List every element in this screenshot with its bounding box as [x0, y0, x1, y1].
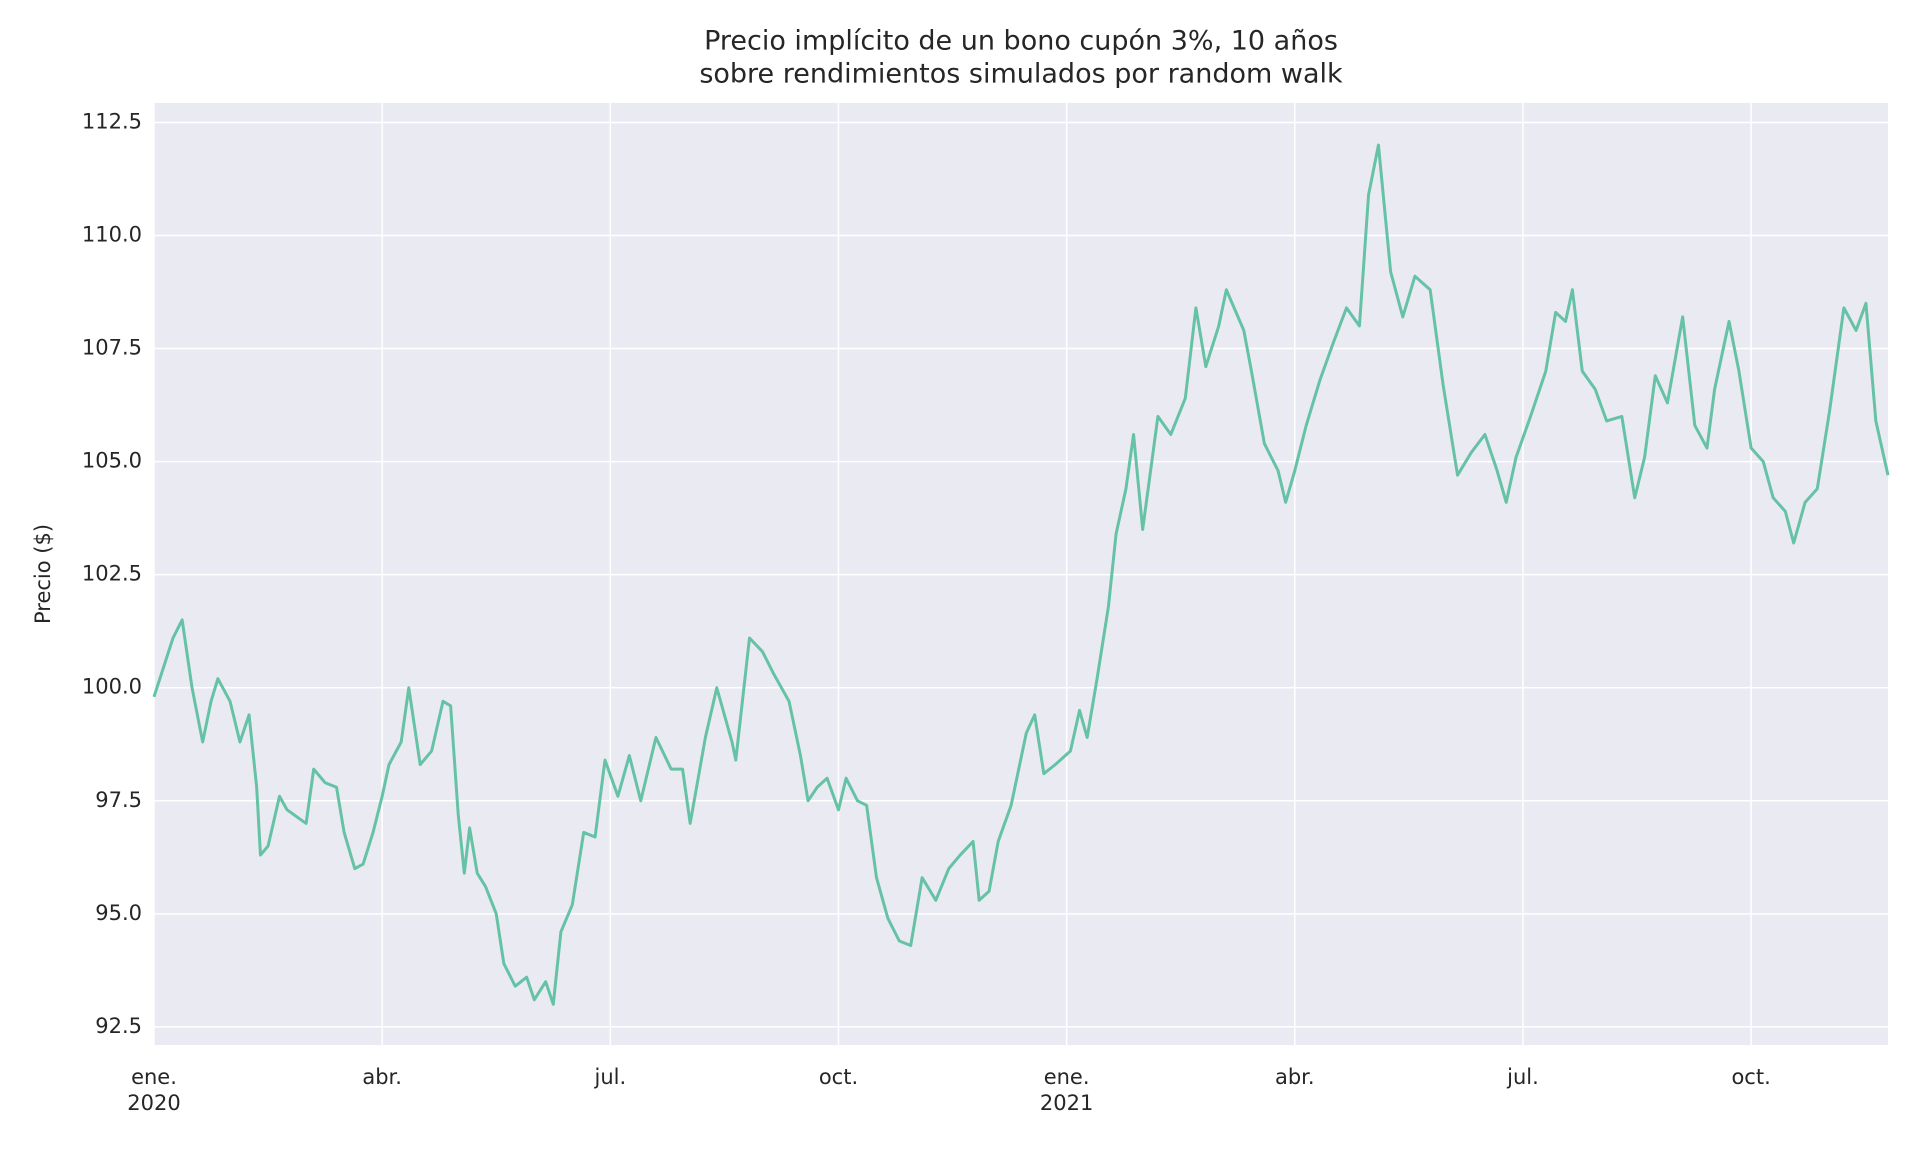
y-tick-label: 97.5	[95, 788, 142, 812]
x-tick-label: ene.	[1044, 1065, 1090, 1089]
y-axis-label: Precio ($)	[31, 524, 55, 624]
x-tick-year-label: 2021	[1040, 1091, 1093, 1115]
y-tick-label: 110.0	[82, 223, 142, 247]
y-tick-label: 107.5	[82, 336, 142, 360]
x-tick-label: oct.	[1731, 1065, 1770, 1089]
x-tick-label: ene.	[131, 1065, 177, 1089]
y-tick-label: 92.5	[95, 1014, 142, 1038]
x-tick-label: jul.	[1506, 1065, 1539, 1089]
chart-title: Precio implícito de un bono cupón 3%, 10…	[704, 26, 1338, 57]
x-tick-year-label: 2020	[127, 1091, 180, 1115]
y-tick-label: 112.5	[82, 109, 142, 133]
y-tick-label: 105.0	[82, 449, 142, 473]
x-tick-label: abr.	[362, 1065, 402, 1089]
x-tick-label: abr.	[1275, 1065, 1315, 1089]
chart-subtitle: sobre rendimientos simulados por random …	[699, 59, 1343, 90]
y-tick-label: 100.0	[82, 675, 142, 699]
price-line	[152, 143, 1890, 1006]
x-tick-label: jul.	[593, 1065, 626, 1089]
y-tick-label: 95.0	[95, 901, 142, 925]
y-tick-label: 102.5	[82, 562, 142, 586]
x-tick-label: oct.	[819, 1065, 858, 1089]
